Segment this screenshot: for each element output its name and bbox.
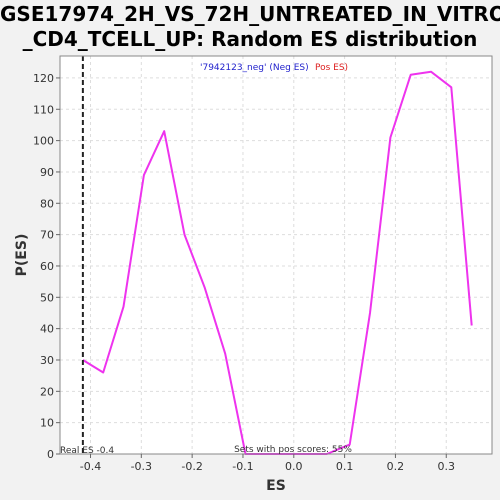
x-tick-label: -0.2	[181, 460, 202, 473]
y-tick-label: 120	[33, 72, 54, 85]
x-tick-label: 0.0	[285, 460, 303, 473]
y-axis-label: P(ES)	[14, 234, 30, 277]
x-tick-label: 0.2	[387, 460, 405, 473]
grid-lines	[60, 56, 492, 455]
y-tick-label: 20	[40, 385, 54, 398]
y-tick-label: 70	[40, 229, 54, 242]
x-axis-label: ES	[266, 478, 286, 494]
x-axis: -0.4 -0.3 -0.2 -0.1 0.0 0.1 0.2 0.3	[80, 454, 455, 473]
plot-border	[59, 55, 493, 455]
y-tick-label: 0	[47, 448, 54, 461]
chart-title-line-1: GSE17974_2H_VS_72H_UNTREATED_IN_VITRO	[0, 2, 500, 26]
y-axis: 0 10 20 30 40 50 60 70 80 90 100 110 120	[33, 72, 60, 461]
x-tick-label: 0.1	[336, 460, 354, 473]
y-tick-label: 40	[40, 323, 54, 336]
y-tick-label: 90	[40, 166, 54, 179]
y-tick-label: 30	[40, 354, 54, 367]
x-tick-label: 0.3	[438, 460, 456, 473]
y-tick-label: 80	[40, 197, 54, 210]
y-tick-label: 60	[40, 260, 54, 273]
y-tick-label: 100	[33, 135, 54, 148]
pos-scores-annotation: Sets with pos scores: 55%	[234, 445, 352, 455]
x-tick-label: -0.4	[80, 460, 101, 473]
legend-pos-entry: Pos ES)	[315, 63, 348, 73]
x-tick-label: -0.1	[232, 460, 253, 473]
y-tick-label: 50	[40, 291, 54, 304]
y-tick-label: 110	[33, 103, 54, 116]
y-tick-label: 10	[40, 417, 54, 430]
plot-area	[60, 56, 492, 454]
x-tick-label: -0.3	[131, 460, 152, 473]
chart-title-line-2: _CD4_TCELL_UP: Random ES distribution	[22, 27, 478, 51]
legend-neg-entry: '7942123_neg' (Neg ES)	[200, 63, 309, 73]
real-es-label: Real ES -0.4	[60, 446, 114, 456]
chart-title: GSE17974_2H_VS_72H_UNTREATED_IN_VITRO _C…	[0, 2, 500, 52]
